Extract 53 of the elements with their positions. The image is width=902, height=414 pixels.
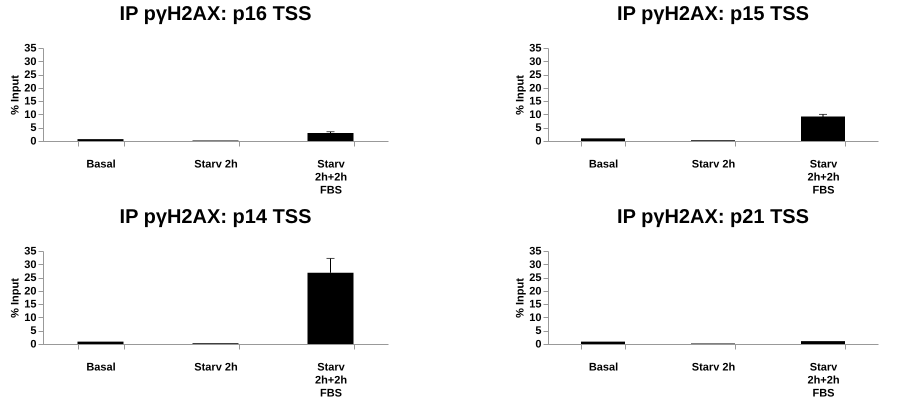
y-tick-label: 10 — [24, 312, 36, 324]
x-tick-label: Basal — [588, 362, 618, 374]
y-tick-label: 25 — [24, 69, 36, 82]
y-axis-title: % Input — [9, 74, 22, 115]
y-axis-title: % Input — [514, 74, 526, 115]
x-tick-label: Starv 2h — [194, 158, 238, 170]
x-tick-label: Starv 2h+2h FBS — [314, 158, 348, 196]
chart-title: IP pγH2AX: p14 TSS — [120, 206, 312, 228]
y-tick-label: 15 — [24, 96, 36, 108]
y-tick-label: 30 — [24, 56, 36, 68]
y-tick-label: 10 — [529, 312, 542, 324]
y-tick-label: 20 — [24, 82, 36, 94]
y-tick-label: 5 — [30, 122, 36, 134]
y-tick-label: 10 — [24, 108, 36, 121]
bar — [581, 138, 625, 141]
y-tick-label: 5 — [535, 122, 542, 134]
x-tick-label: Starv 2h — [194, 362, 238, 374]
y-tick-label: 15 — [529, 298, 542, 311]
x-tick-label: Basal — [86, 158, 116, 170]
y-tick-label: 20 — [529, 285, 542, 298]
y-tick-label: 15 — [529, 96, 542, 108]
y-tick-label: 0 — [535, 136, 542, 148]
y-tick-label: 10 — [529, 108, 542, 121]
y-tick-label: 25 — [24, 272, 36, 284]
y-tick-label: 35 — [24, 42, 36, 54]
y-tick-label: 0 — [30, 338, 36, 350]
y-axis-title: % Input — [514, 278, 526, 318]
chart-title: IP pγH2AX: p16 TSS — [120, 3, 312, 25]
y-tick-label: 30 — [529, 258, 542, 271]
y-tick-label: 5 — [535, 325, 542, 338]
y-tick-label: 25 — [529, 272, 542, 284]
chart-title: IP pγH2AX: p15 TSS — [617, 3, 809, 25]
y-tick-label: 5 — [30, 325, 36, 338]
y-tick-label: 0 — [535, 338, 542, 350]
x-tick-label: Starv 2h — [692, 158, 736, 170]
x-tick-label: Starv 2h — [692, 362, 736, 374]
y-tick-label: 35 — [24, 246, 36, 258]
x-tick-label: Starv 2h+2h FBS — [314, 362, 348, 400]
y-tick-label: 35 — [529, 42, 542, 54]
y-tick-label: 25 — [529, 69, 542, 82]
y-tick-label: 0 — [30, 136, 36, 148]
y-tick-label: 30 — [529, 56, 542, 68]
x-tick-label: Starv 2h+2h FBS — [807, 362, 840, 400]
y-axis-title: % Input — [9, 278, 22, 318]
x-tick-label: Basal — [588, 158, 618, 170]
y-tick-label: 35 — [529, 246, 542, 258]
y-tick-label: 20 — [529, 82, 542, 94]
y-tick-label: 20 — [24, 285, 36, 298]
y-tick-label: 15 — [24, 298, 36, 311]
y-tick-label: 30 — [24, 258, 36, 271]
chart-title: IP pγH2AX: p21 TSS — [617, 206, 809, 228]
x-tick-label: Starv 2h+2h FBS — [807, 158, 840, 196]
x-tick-label: Basal — [86, 362, 116, 374]
